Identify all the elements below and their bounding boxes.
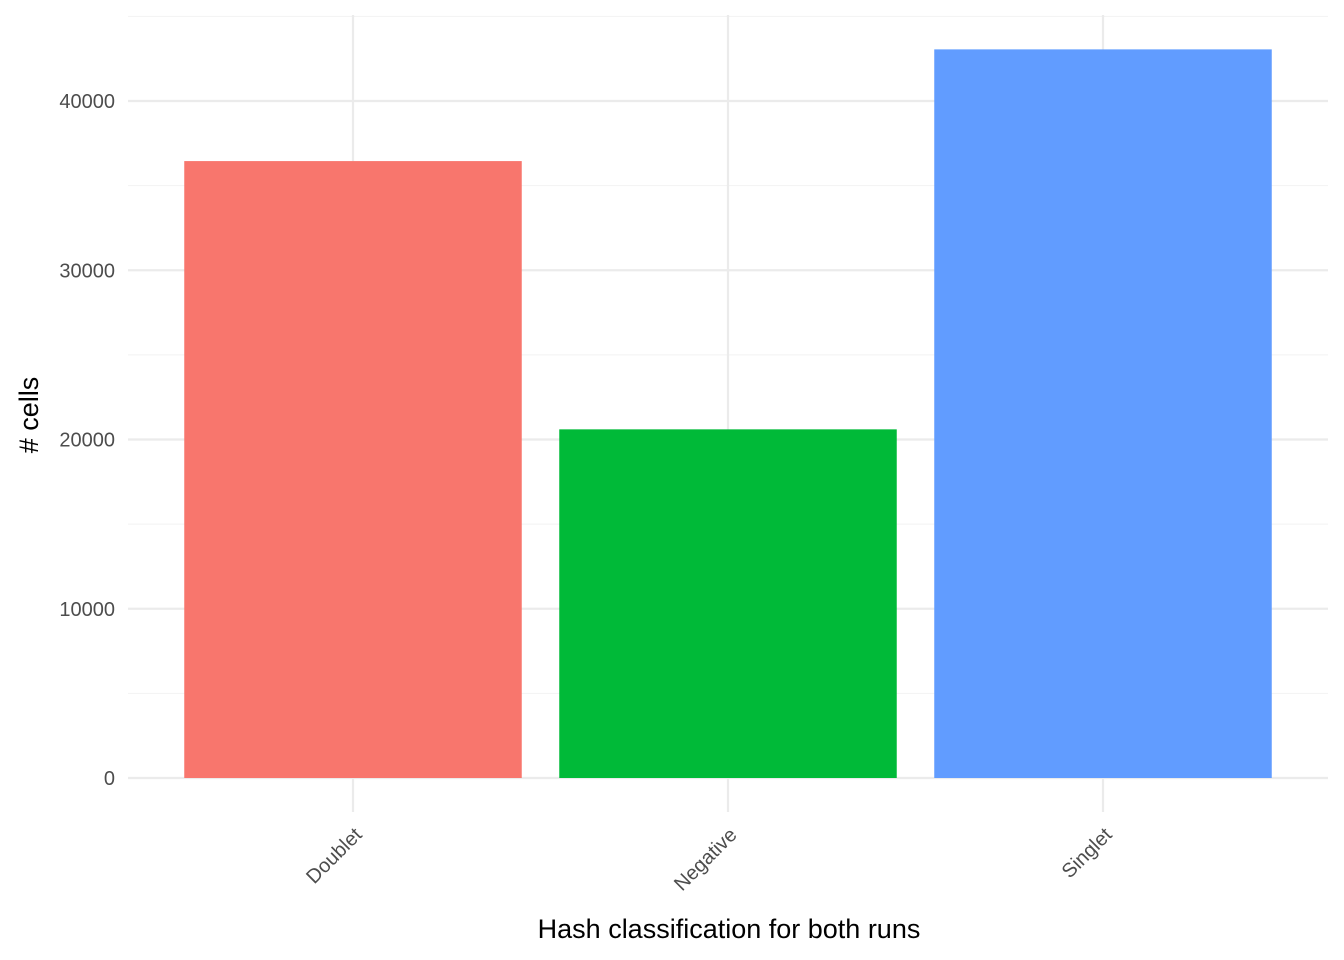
x-tick-label: Doublet	[302, 824, 367, 889]
y-tick-label: 20000	[59, 430, 115, 452]
y-tick-label: 0	[104, 768, 115, 790]
y-tick-label: 10000	[59, 599, 115, 621]
y-axis-ticks: 0 10000 20000 30000 40000	[59, 91, 115, 790]
x-axis-ticks: Doublet Negative Singlet	[302, 824, 1117, 896]
x-axis-title: Hash classification for both runs	[538, 914, 921, 944]
bar-singlet	[934, 49, 1272, 779]
bar-negative	[559, 429, 897, 778]
bar-doublet	[184, 161, 522, 779]
y-axis-title: # cells	[14, 377, 44, 454]
x-tick-label: Singlet	[1058, 824, 1117, 883]
bar-layer	[184, 49, 1272, 779]
x-tick-label: Negative	[670, 824, 741, 895]
y-tick-label: 30000	[59, 260, 115, 282]
y-tick-label: 40000	[59, 91, 115, 113]
